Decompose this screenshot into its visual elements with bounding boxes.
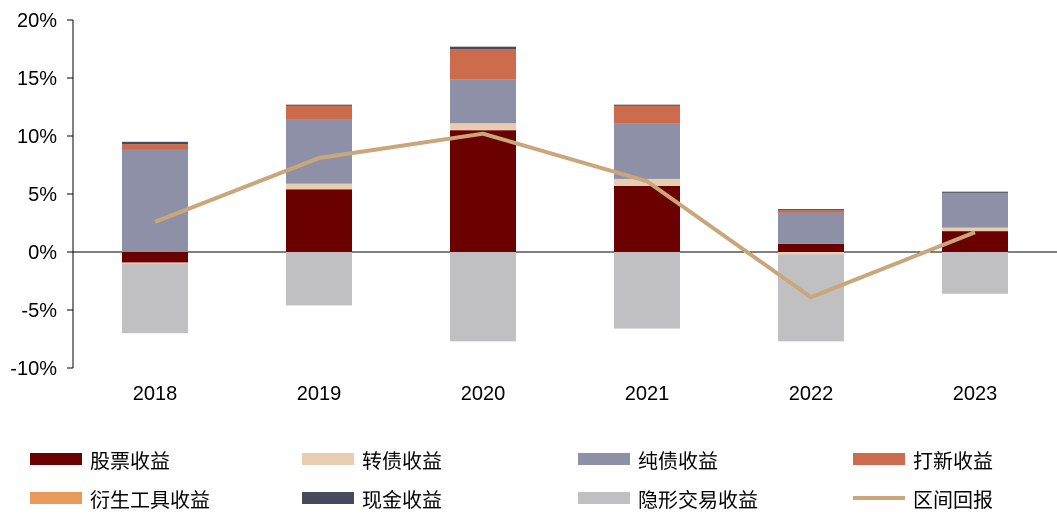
y-tick-label: 20% [17,10,57,32]
x-tick-label: 2018 [133,383,178,405]
bar-segment [778,209,844,211]
bar-segment [614,123,680,179]
bar-segment [450,49,516,80]
x-tick-label: 2020 [461,383,506,405]
bar-segment [778,252,844,255]
bar-segment [942,227,1008,232]
return-line-path [154,131,976,300]
y-tick-label: 5% [28,184,57,206]
bar-segment [450,79,516,124]
bar-segment [942,191,1008,193]
x-tick-label: 2022 [789,383,834,405]
bar-segment [122,252,188,263]
return-line [154,131,976,300]
bar-segment [450,123,516,131]
y-tick-label: 15% [17,68,57,90]
x-tick-labels: 2018 2019 2020 2021 2022 2023 [133,383,998,405]
y-tick-label: -10% [10,358,57,380]
bar-segment [614,252,680,329]
bar-segment [286,104,352,106]
bar-segment [122,149,188,252]
bar-segment [942,192,1008,228]
bar-segment [450,252,516,342]
bar-segment [122,144,188,150]
bar-segment [942,252,1008,294]
bar-segment [286,252,352,306]
bar-segment [122,263,188,334]
bar-segment [614,104,680,106]
bar-segment [778,243,844,252]
bar-segment [614,105,680,124]
bar-segment [450,46,516,49]
x-tick-label: 2021 [625,383,670,405]
bar-segment [122,262,188,264]
bar-segment [286,105,352,120]
bar-segment [286,189,352,252]
bar-segment [122,141,188,145]
bar-segment [778,210,844,213]
x-tick-label: 2023 [953,383,998,405]
axes: 20% 15% 10% 5% 0% -5% -10% [10,10,1057,380]
bar-segment [286,119,352,184]
x-tick-label: 2019 [297,383,342,405]
bar-segment [778,212,844,244]
bar-segment [450,130,516,252]
y-tick-label: -5% [21,300,57,322]
bar-segment [942,231,1008,252]
y-tick-label: 10% [17,126,57,148]
bar-segment [286,183,352,190]
y-tick-label: 0% [28,242,57,264]
bars [122,46,1008,342]
